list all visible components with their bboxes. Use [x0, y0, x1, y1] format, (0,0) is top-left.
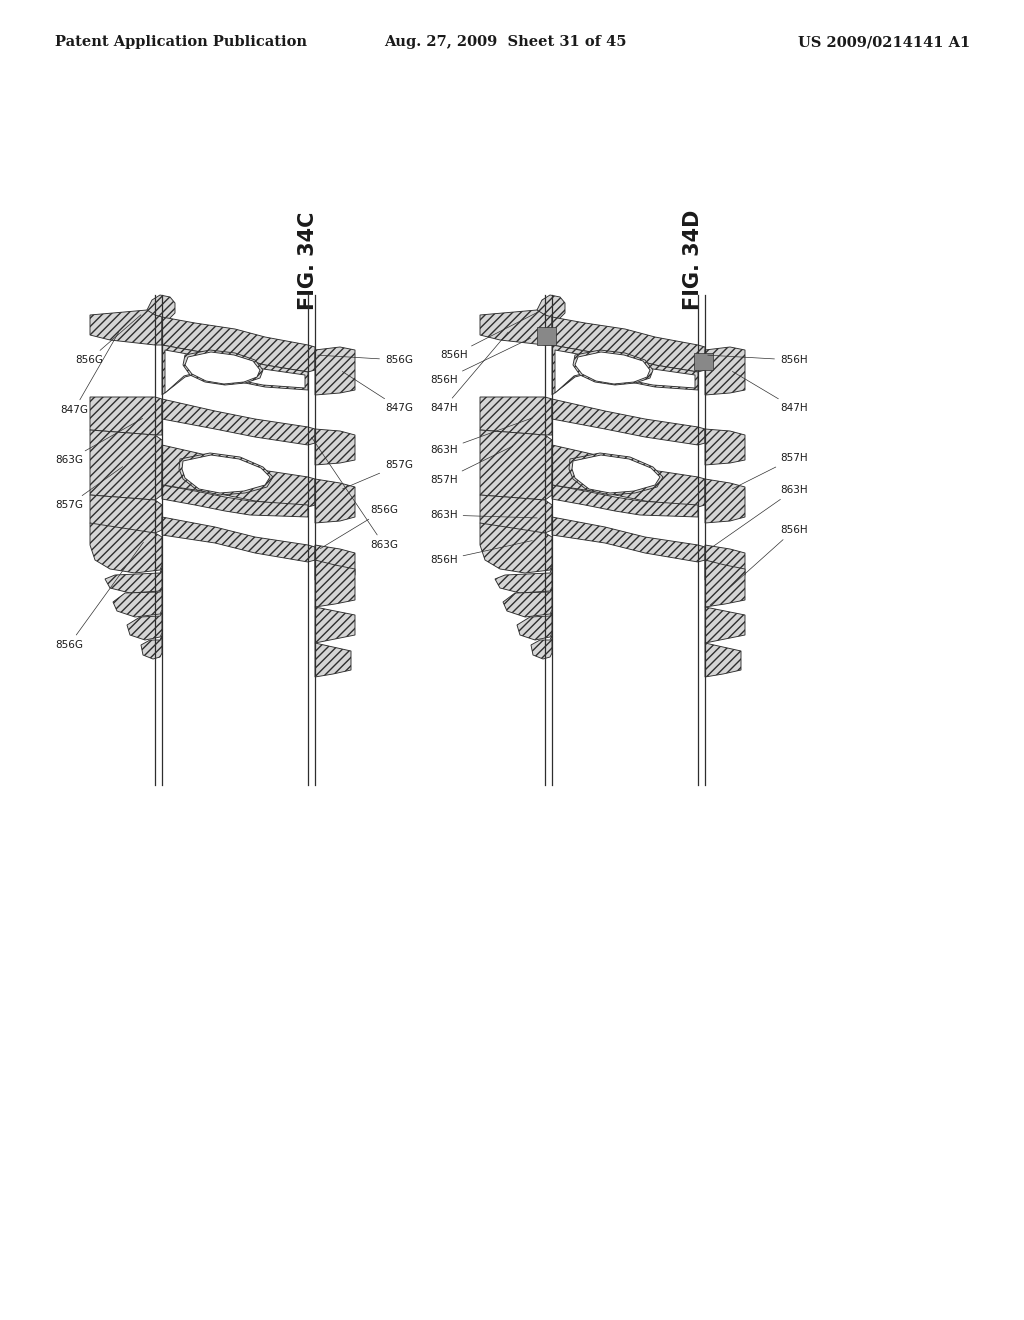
Text: 856H: 856H: [430, 541, 532, 565]
Polygon shape: [90, 397, 162, 436]
Polygon shape: [531, 635, 552, 659]
Text: 857G: 857G: [343, 459, 413, 488]
Text: 856H: 856H: [708, 355, 808, 366]
Polygon shape: [162, 399, 315, 445]
Polygon shape: [162, 317, 315, 372]
Polygon shape: [480, 523, 552, 573]
Text: FIG. 34D: FIG. 34D: [683, 210, 703, 310]
Polygon shape: [182, 455, 270, 492]
Polygon shape: [480, 430, 552, 500]
Text: 856H: 856H: [430, 338, 530, 385]
Polygon shape: [480, 310, 552, 345]
Text: 863H: 863H: [711, 484, 808, 548]
Polygon shape: [495, 568, 552, 593]
Polygon shape: [162, 345, 308, 395]
Polygon shape: [705, 545, 745, 579]
Polygon shape: [552, 399, 705, 445]
Text: 863G: 863G: [311, 437, 398, 550]
Polygon shape: [503, 587, 552, 616]
Polygon shape: [552, 345, 698, 395]
Text: 863H: 863H: [430, 510, 538, 520]
Polygon shape: [315, 643, 351, 677]
Text: US 2009/0214141 A1: US 2009/0214141 A1: [798, 36, 970, 49]
Polygon shape: [705, 429, 745, 465]
Polygon shape: [552, 317, 705, 372]
Text: Aug. 27, 2009  Sheet 31 of 45: Aug. 27, 2009 Sheet 31 of 45: [384, 36, 627, 49]
Polygon shape: [705, 643, 741, 677]
Text: 856G: 856G: [55, 543, 143, 649]
Polygon shape: [147, 294, 175, 321]
Polygon shape: [315, 607, 355, 643]
Polygon shape: [315, 479, 355, 523]
Polygon shape: [162, 445, 315, 507]
Text: 856G: 856G: [75, 315, 141, 366]
Text: 863G: 863G: [55, 418, 142, 465]
Polygon shape: [315, 429, 355, 465]
Text: 857H: 857H: [430, 446, 512, 484]
Text: 847G: 847G: [342, 371, 413, 413]
Text: 856H: 856H: [440, 312, 540, 360]
Text: Patent Application Publication: Patent Application Publication: [55, 36, 307, 49]
Polygon shape: [162, 484, 308, 517]
Polygon shape: [90, 310, 162, 345]
Polygon shape: [694, 352, 713, 370]
Polygon shape: [185, 352, 260, 384]
Text: 847G: 847G: [60, 333, 119, 414]
Polygon shape: [90, 495, 162, 533]
Polygon shape: [705, 607, 745, 643]
Polygon shape: [569, 453, 663, 495]
Polygon shape: [113, 587, 162, 616]
Polygon shape: [162, 517, 315, 562]
Polygon shape: [705, 560, 745, 607]
Polygon shape: [537, 327, 556, 345]
Text: 847H: 847H: [732, 371, 808, 413]
Text: 863H: 863H: [430, 418, 532, 455]
Polygon shape: [315, 347, 355, 395]
Polygon shape: [105, 568, 162, 593]
Text: 857G: 857G: [55, 466, 123, 510]
Polygon shape: [552, 484, 698, 517]
Polygon shape: [315, 545, 355, 579]
Polygon shape: [183, 350, 263, 385]
Polygon shape: [141, 635, 162, 659]
Polygon shape: [555, 350, 695, 393]
Text: 856G: 856G: [317, 355, 413, 366]
Polygon shape: [315, 560, 355, 607]
Polygon shape: [179, 453, 273, 495]
Polygon shape: [537, 294, 565, 321]
Text: FIG. 34C: FIG. 34C: [298, 211, 318, 310]
Polygon shape: [480, 397, 552, 436]
Polygon shape: [572, 455, 660, 492]
Polygon shape: [90, 523, 162, 573]
Polygon shape: [705, 479, 745, 523]
Polygon shape: [165, 350, 305, 393]
Polygon shape: [517, 612, 552, 640]
Polygon shape: [127, 612, 162, 640]
Polygon shape: [552, 517, 705, 562]
Text: 856G: 856G: [321, 506, 398, 549]
Polygon shape: [90, 430, 162, 500]
Polygon shape: [552, 445, 705, 507]
Text: 857H: 857H: [732, 453, 808, 488]
Polygon shape: [573, 350, 653, 385]
Text: 847H: 847H: [430, 333, 508, 413]
Text: 856H: 856H: [710, 525, 808, 605]
Polygon shape: [480, 495, 552, 533]
Polygon shape: [705, 347, 745, 395]
Polygon shape: [575, 352, 650, 384]
